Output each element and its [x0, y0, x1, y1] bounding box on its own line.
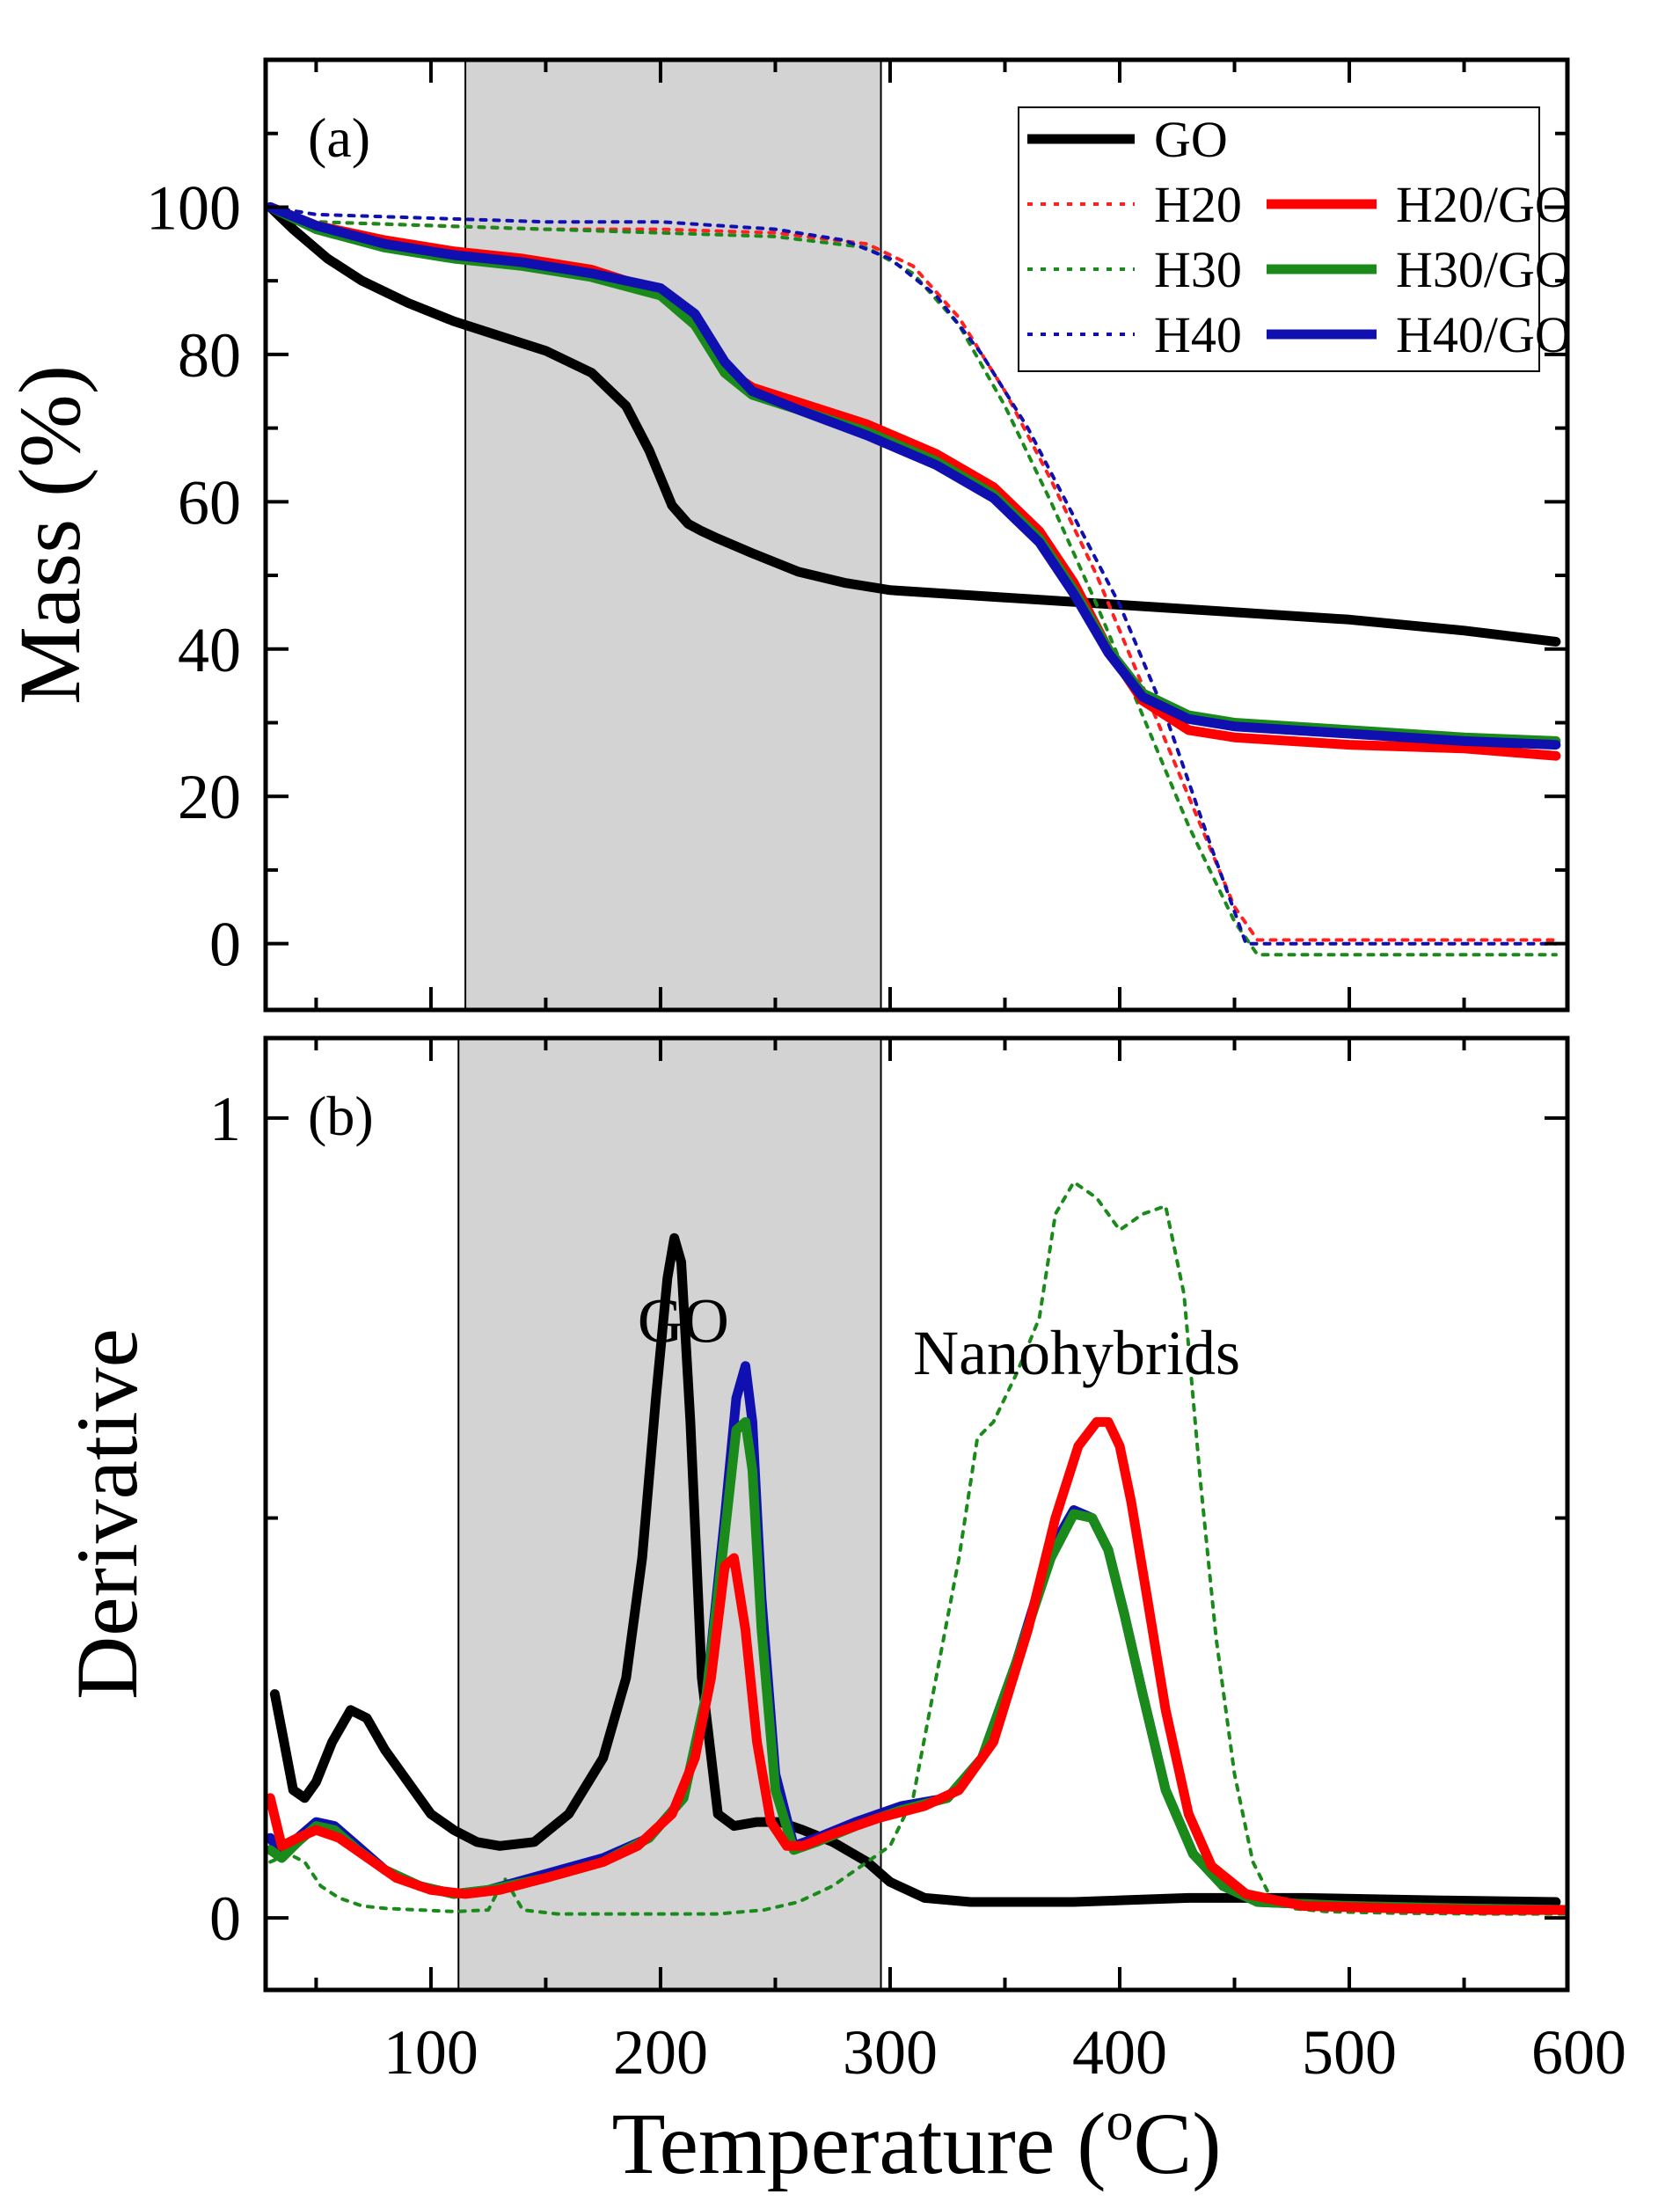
y-tick-label-0-a: 0	[209, 910, 241, 980]
legend-label-h30: H30	[1154, 241, 1242, 298]
x-tick-label-400: 400	[1072, 2017, 1167, 2088]
series-line-h40-go-a	[266, 201, 1561, 750]
y-tick-label-80-a: 80	[178, 320, 241, 391]
panel-label-b: (b)	[308, 1085, 374, 1147]
plot-frame-b	[263, 1035, 1570, 1993]
series-line-h20-go-b	[266, 1416, 1567, 1915]
series-line-go-b	[269, 1233, 1561, 1907]
y-tick-label-100-a: 100	[146, 172, 241, 243]
y-axis-label-b: Derivative	[58, 1328, 156, 1700]
legend-label-h20-go: H20/GO	[1396, 176, 1572, 233]
y-tick-label-20-a: 20	[178, 762, 241, 832]
y-axis-label-a: Mass (%)	[1, 365, 99, 705]
x-tick-label-300: 300	[843, 2017, 938, 2088]
y-tick-label-0-b: 0	[209, 1884, 241, 1954]
y-tick-label-1-b: 1	[209, 1084, 241, 1154]
annotation-go: GO	[638, 1286, 729, 1357]
x-tick-label-600: 600	[1531, 2017, 1626, 2088]
series-line-h40-a	[268, 205, 1558, 946]
y-tick-label-40-a: 40	[178, 615, 241, 685]
annotation-nanohybrids: Nanohybrids	[913, 1318, 1240, 1388]
legend-label-h20: H20	[1154, 176, 1242, 233]
legend-label-h30-go: H30/GO	[1396, 241, 1572, 298]
shaded-region-a	[464, 59, 882, 1011]
x-tick-label-100: 100	[383, 2017, 478, 2088]
legend-label-go: GO	[1154, 111, 1228, 168]
series-group-a	[266, 201, 1561, 957]
panel-a-mass: 0 20 40 60 80 100 (a) Mass (%) GO H20 H20/GO H30 H30…	[1, 57, 1572, 1013]
plot-frame-a	[263, 57, 1570, 1013]
x-tick-label-200: 200	[613, 2017, 708, 2088]
y-tick-label-60-a: 60	[178, 467, 241, 538]
legend-box	[1018, 106, 1540, 372]
legend-label-h40-go: H40/GO	[1396, 306, 1572, 363]
panel-b-derivative: 0 1 100 200 300 400 500 600 (b) Derivative Tempera…	[58, 1035, 1626, 2192]
legend: GO H20 H20/GO H30 H30/GO H40 H40/GO	[1018, 106, 1572, 372]
x-tick-label-500: 500	[1302, 2017, 1397, 2088]
series-line-h30-b	[268, 1180, 1567, 1916]
legend-label-h40: H40	[1154, 306, 1242, 363]
series-line-h30-a	[268, 205, 1558, 957]
panel-label-a: (a)	[308, 106, 370, 169]
x-axis-label: Temperature (oC)	[611, 2092, 1221, 2192]
series-group-b	[266, 1180, 1567, 1916]
